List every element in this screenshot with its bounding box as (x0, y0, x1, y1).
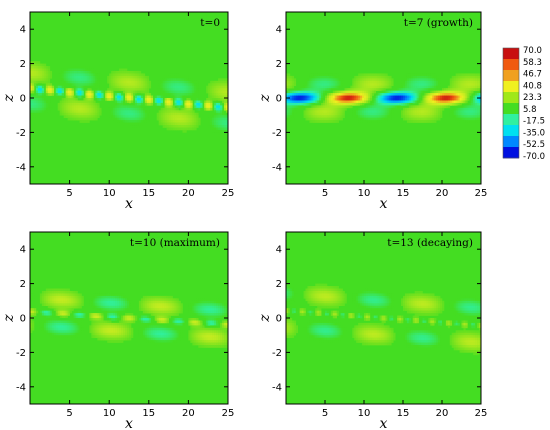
x-tick-label: 5 (66, 188, 72, 199)
y-tick-label: 4 (276, 245, 282, 256)
x-axis-label: x (380, 416, 388, 430)
contour-field (286, 283, 481, 356)
y-tick-label: 0 (20, 314, 26, 325)
y-axis-label: z (257, 314, 273, 323)
contour-field (286, 73, 481, 123)
x-tick-label: 10 (358, 188, 371, 199)
colorbar-swatch (503, 136, 519, 148)
colorbar-label: 40.8 (523, 81, 542, 91)
y-tick-label: -2 (272, 348, 282, 359)
y-axis-label: z (1, 94, 17, 103)
y-tick-label: -2 (272, 128, 282, 139)
colorbar-label: 58.3 (523, 58, 542, 68)
x-tick-label: 10 (358, 408, 371, 419)
x-axis-label: x (125, 416, 133, 430)
y-tick-label: -4 (16, 382, 26, 393)
x-tick-label: 15 (397, 408, 410, 419)
x-axis-label: x (125, 196, 133, 212)
panel-title: t=10 (maximum) (130, 237, 220, 249)
y-tick-label: 4 (20, 25, 26, 36)
colorbar-label: -52.5 (523, 140, 545, 150)
y-tick-label: -4 (272, 162, 282, 173)
x-tick-label: 5 (66, 408, 72, 419)
y-tick-label: -2 (16, 128, 26, 139)
colorbar-swatch (503, 114, 519, 126)
colorbar-label: -17.5 (523, 117, 545, 127)
y-tick-label: 0 (276, 94, 282, 105)
colorbar-label: 23.3 (523, 93, 542, 103)
y-tick-label: 0 (20, 94, 26, 105)
contour-field (30, 288, 228, 348)
x-tick-label: 10 (103, 408, 116, 419)
y-tick-label: 2 (276, 59, 282, 70)
x-tick-label: 15 (142, 188, 155, 199)
x-tick-label: 20 (436, 408, 449, 419)
y-tick-label: -4 (16, 162, 26, 173)
y-tick-label: 2 (276, 279, 282, 290)
y-tick-label: -4 (272, 382, 282, 393)
contour-field (30, 61, 228, 136)
colorbar-swatch (503, 103, 519, 115)
x-tick-label: 20 (182, 188, 195, 199)
colorbar-swatch (503, 81, 519, 93)
x-tick-label: 15 (142, 408, 155, 419)
colorbar-swatch (503, 70, 519, 82)
x-axis-label: x (380, 196, 388, 212)
panel-title: t=13 (decaying) (387, 237, 473, 249)
colorbar-swatch (503, 59, 519, 71)
colorbar-label: 70.0 (523, 46, 542, 56)
colorbar-label: -70.0 (523, 152, 545, 162)
y-tick-label: 2 (20, 279, 26, 290)
y-axis-label: z (257, 94, 273, 103)
x-tick-label: 25 (475, 408, 488, 419)
x-tick-label: 15 (397, 188, 410, 199)
y-tick-label: -2 (16, 348, 26, 359)
y-tick-label: 2 (20, 59, 26, 70)
x-tick-label: 5 (322, 408, 328, 419)
x-tick-label: 25 (222, 188, 235, 199)
x-tick-label: 10 (103, 188, 116, 199)
panel-title: t=0 (200, 17, 220, 29)
x-tick-label: 5 (322, 188, 328, 199)
x-tick-label: 20 (182, 408, 195, 419)
colorbar-frame (502, 47, 520, 159)
colorbar-swatch (503, 92, 519, 104)
colorbar-swatch (503, 125, 519, 137)
colorbar-label: 5.8 (523, 105, 537, 115)
x-tick-label: 25 (222, 408, 235, 419)
x-tick-label: 25 (475, 188, 488, 199)
y-axis-label: z (1, 314, 17, 323)
x-tick-label: 20 (436, 188, 449, 199)
y-tick-label: 0 (276, 314, 282, 325)
panel-title: t=7 (growth) (404, 17, 473, 29)
y-tick-label: 4 (276, 25, 282, 36)
colorbar-swatch (503, 147, 519, 159)
colorbar-label: 46.7 (523, 70, 542, 80)
colorbar: 70.0 58.3 46.740.8 23.3 5.8 -17.5-35.0 -52.5 -7… (502, 46, 545, 162)
y-tick-label: 4 (20, 245, 26, 256)
colorbar-label: -35.0 (523, 128, 545, 138)
colorbar-swatch (503, 48, 519, 60)
